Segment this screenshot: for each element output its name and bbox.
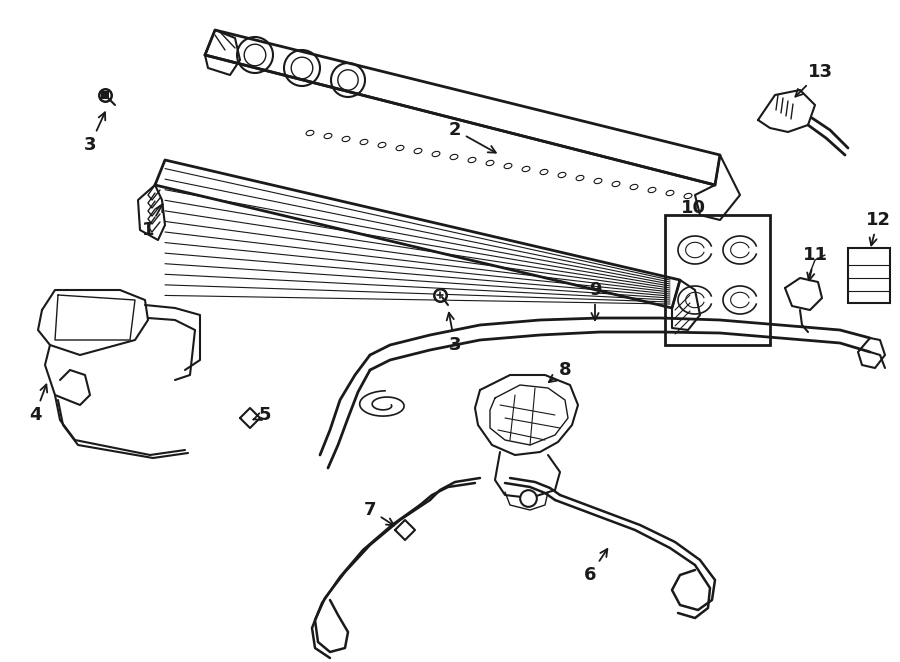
Text: 10: 10 xyxy=(680,199,706,217)
Bar xyxy=(665,215,770,345)
Text: 8: 8 xyxy=(549,361,572,382)
Text: 7: 7 xyxy=(364,501,394,526)
Text: 3: 3 xyxy=(446,312,462,354)
Text: 9: 9 xyxy=(589,281,601,320)
Text: 4: 4 xyxy=(29,385,47,424)
Text: 13: 13 xyxy=(796,63,832,97)
Text: 3: 3 xyxy=(84,113,105,154)
Text: 6: 6 xyxy=(584,549,608,584)
Text: 11: 11 xyxy=(803,246,827,280)
Bar xyxy=(848,248,890,303)
Text: 1: 1 xyxy=(142,204,163,239)
Text: 5: 5 xyxy=(253,406,271,424)
Text: 2: 2 xyxy=(449,121,496,153)
Text: 12: 12 xyxy=(866,211,890,246)
